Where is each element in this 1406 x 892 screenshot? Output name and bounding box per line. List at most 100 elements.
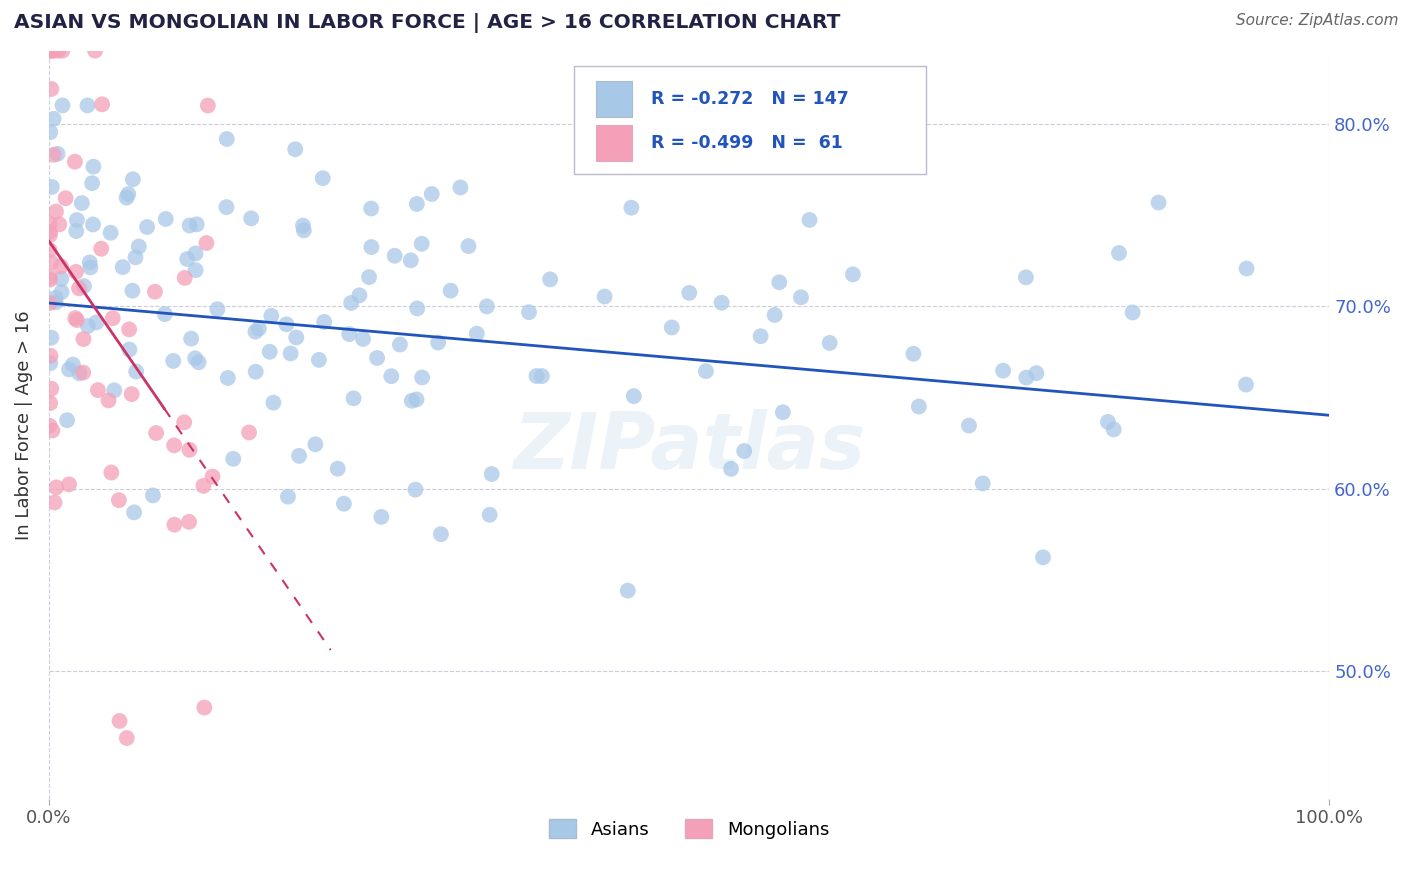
Point: [903, 347, 925, 361]
Point: [163, 517, 186, 532]
Point: [49, 260, 72, 274]
Point: [55, 191, 77, 205]
Point: [41, 44, 63, 58]
Point: [277, 490, 299, 504]
Point: [457, 239, 479, 253]
Point: [65, 265, 87, 279]
Point: [449, 180, 471, 194]
Point: [215, 132, 238, 146]
Point: [661, 320, 683, 334]
Point: [108, 714, 131, 728]
Point: [82, 160, 104, 174]
Point: [972, 476, 994, 491]
Point: [380, 369, 402, 384]
Point: [517, 305, 540, 319]
Point: [360, 202, 382, 216]
Point: [121, 387, 143, 401]
Point: [38, 217, 60, 231]
Point: [184, 263, 207, 277]
Point: [38, 44, 60, 58]
Point: [1097, 415, 1119, 429]
Point: [177, 515, 200, 529]
Point: [733, 444, 755, 458]
Point: [84, 44, 107, 58]
Point: [62, 358, 84, 372]
Point: [117, 187, 139, 202]
Point: [41, 330, 63, 344]
Point: [908, 400, 931, 414]
Point: [173, 415, 195, 429]
Point: [314, 315, 336, 329]
Point: [163, 438, 186, 452]
Point: [411, 370, 433, 384]
Point: [991, 364, 1014, 378]
Point: [193, 700, 215, 714]
Point: [51, 98, 73, 112]
Point: [304, 437, 326, 451]
Point: [333, 497, 356, 511]
Point: [678, 285, 700, 300]
Point: [145, 425, 167, 440]
Point: [1102, 422, 1125, 436]
Point: [772, 405, 794, 419]
Point: [45, 204, 67, 219]
Point: [72, 366, 94, 380]
Point: [82, 218, 104, 232]
Point: [957, 418, 980, 433]
Point: [799, 213, 821, 227]
Point: [65, 311, 87, 326]
Point: [276, 318, 298, 332]
Point: [193, 479, 215, 493]
Point: [406, 301, 429, 316]
Point: [1025, 366, 1047, 380]
Point: [176, 252, 198, 266]
Point: [51, 272, 73, 286]
Point: [87, 383, 110, 397]
Point: [42, 148, 65, 162]
Point: [720, 462, 742, 476]
Legend: Asians, Mongolians: Asians, Mongolians: [541, 812, 837, 846]
Point: [222, 451, 245, 466]
Point: [184, 351, 207, 366]
Point: [763, 308, 786, 322]
Point: [179, 442, 201, 457]
Point: [352, 332, 374, 346]
Point: [388, 337, 411, 351]
Point: [38, 225, 60, 239]
Point: [245, 365, 267, 379]
Point: [357, 270, 380, 285]
Point: [82, 176, 104, 190]
Point: [72, 332, 94, 346]
Point: [124, 251, 146, 265]
Point: [1015, 370, 1038, 384]
Point: [710, 295, 733, 310]
Point: [399, 253, 422, 268]
Point: [38, 44, 60, 58]
Point: [162, 354, 184, 368]
Point: [308, 352, 330, 367]
Point: [108, 493, 131, 508]
Point: [46, 44, 69, 58]
Point: [288, 449, 311, 463]
Point: [280, 346, 302, 360]
Point: [342, 392, 364, 406]
Point: [39, 396, 62, 410]
Point: [337, 326, 360, 341]
Point: [284, 142, 307, 156]
Point: [1108, 246, 1130, 260]
Point: [100, 466, 122, 480]
Point: [260, 309, 283, 323]
Point: [818, 335, 841, 350]
Point: [38, 296, 60, 310]
Bar: [596, 126, 631, 161]
Point: [538, 272, 561, 286]
Text: R = -0.499   N =  61: R = -0.499 N = 61: [651, 135, 842, 153]
Point: [173, 271, 195, 285]
Point: [41, 180, 63, 194]
Point: [478, 508, 501, 522]
Bar: [596, 80, 631, 117]
Point: [122, 172, 145, 186]
Point: [73, 279, 96, 293]
Point: [1234, 377, 1257, 392]
Point: [122, 505, 145, 519]
